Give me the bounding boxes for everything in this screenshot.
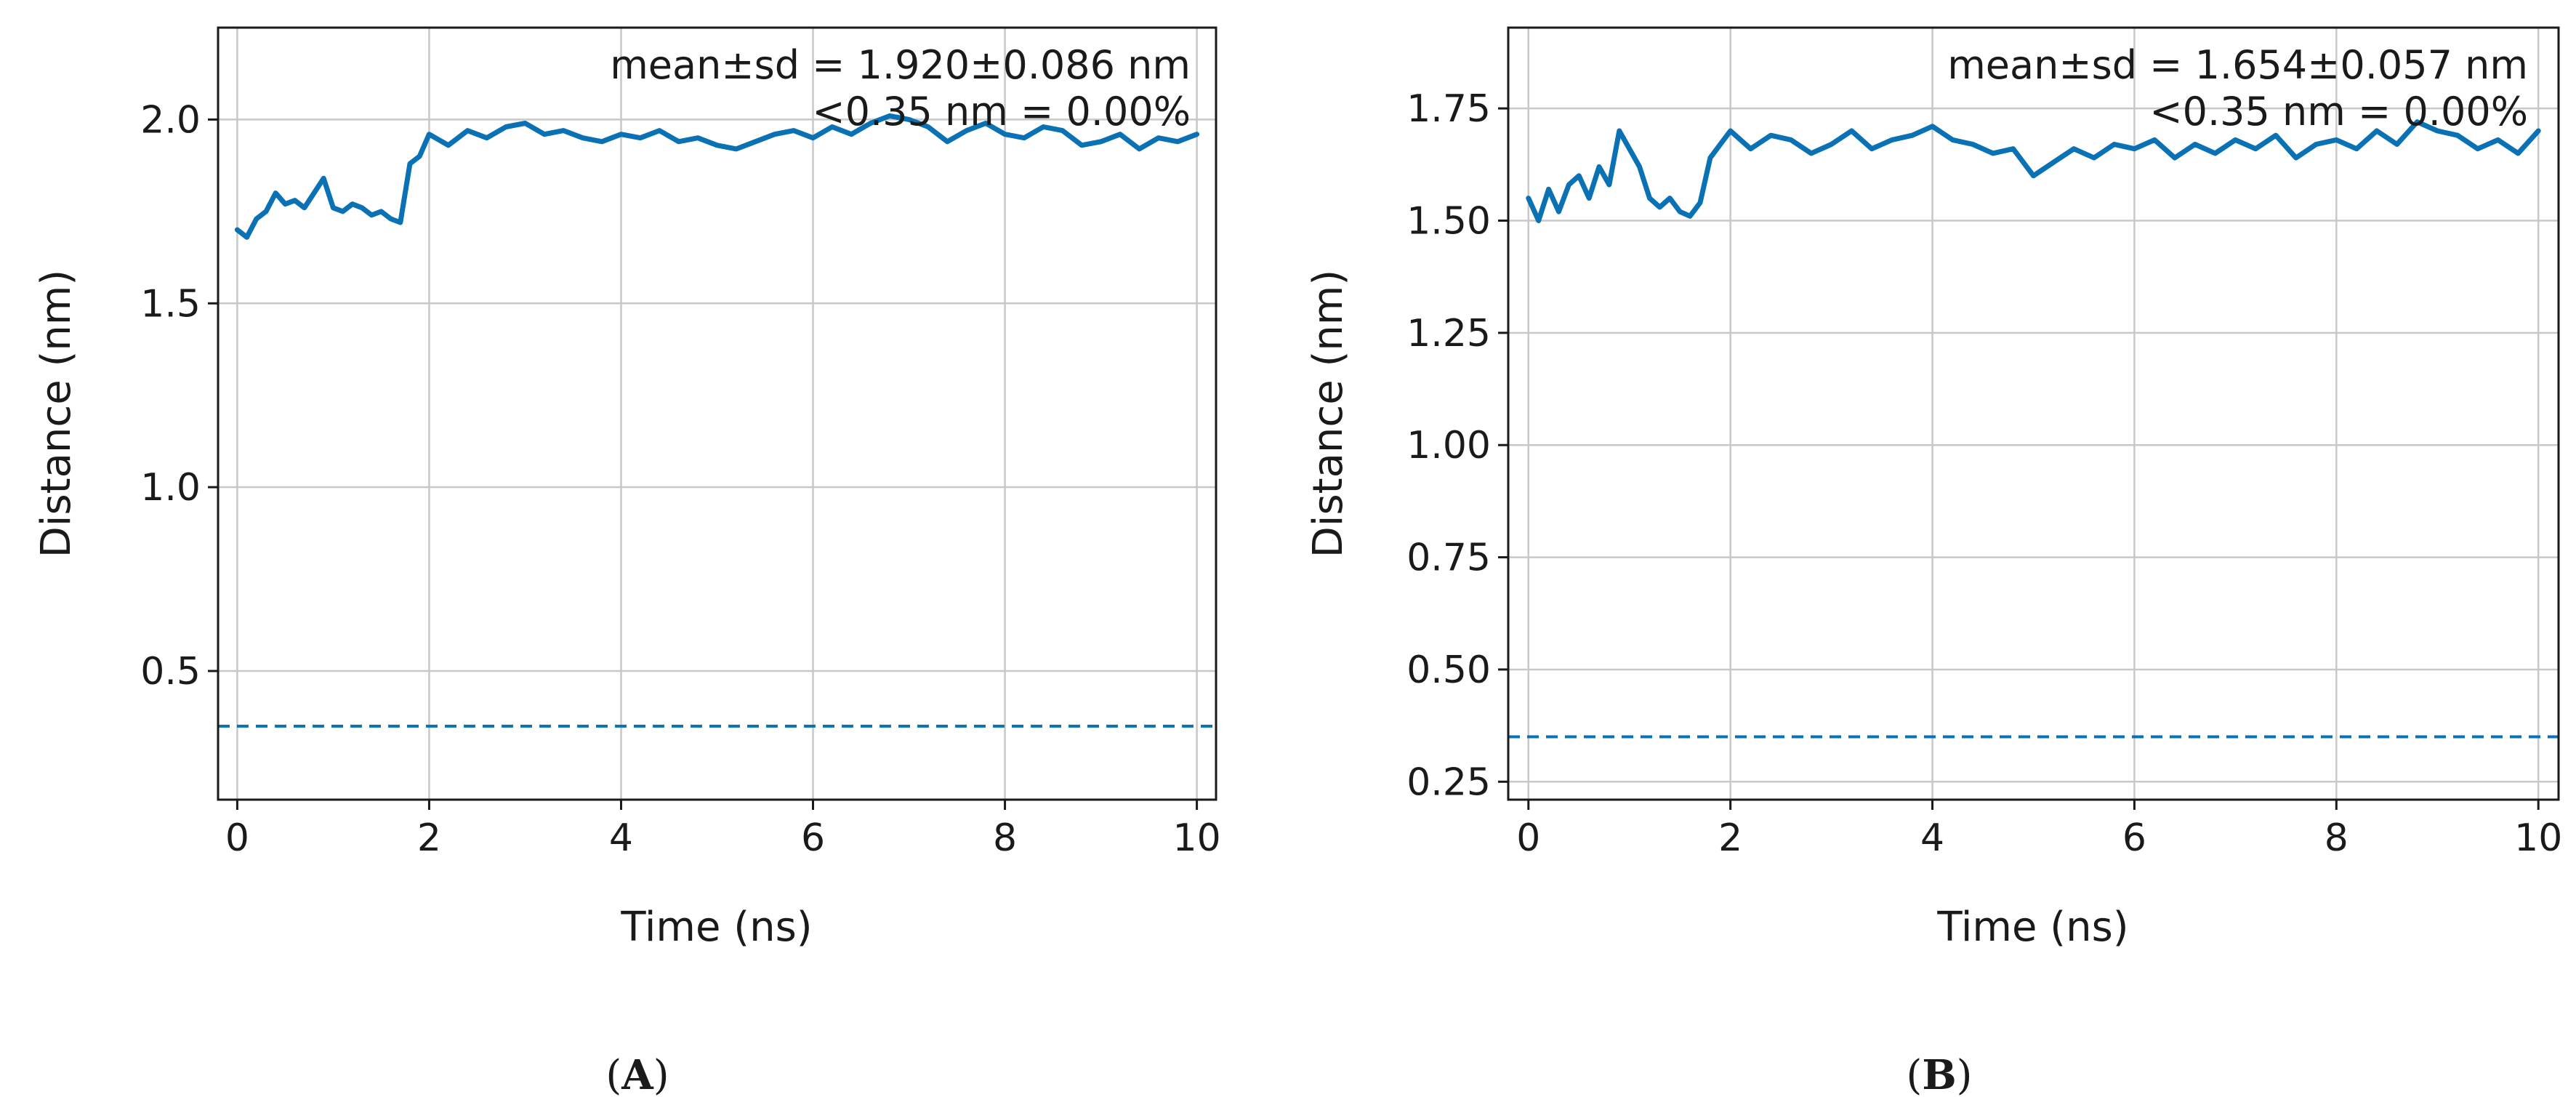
y-axis-label-b: Distance (nm): [1305, 270, 1352, 558]
panel-label-a: (A): [605, 1051, 669, 1097]
grid-a: [218, 28, 1216, 800]
x-tick-label: 2: [1718, 816, 1742, 860]
y-ticks-b: 0.25 0.50 0.75 1.00 1.25 1.50 1.75: [1406, 87, 1508, 804]
y-ticks-a: 0.5 1.0 1.5 2.0: [140, 98, 218, 694]
plot-frame-a: [217, 26, 1217, 801]
x-tick-label: 2: [417, 816, 441, 860]
panel-label-b: (B): [1906, 1051, 1972, 1097]
grid-b: [1508, 28, 2559, 800]
y-tick-label: 1.50: [1406, 200, 1491, 244]
annotation-threshold-b: <0.35 nm = 0.00%: [2149, 89, 2528, 134]
y-tick-label: 1.75: [1406, 87, 1491, 131]
chart-panel-b: 0 2 4 6 8 10 0.25 0.50 0.75 1.00 1.25 1.50 1.75 mea…: [1305, 26, 2562, 1097]
annotation-threshold-a: <0.35 nm = 0.00%: [812, 89, 1191, 134]
x-tick-label: 0: [1516, 816, 1540, 860]
plot-frame-b: [1507, 26, 2560, 801]
y-tick-label: 1.0: [140, 466, 201, 510]
x-axis-label-b: Time (ns): [1936, 904, 2128, 951]
y-tick-label: 0.75: [1406, 537, 1491, 580]
x-tick-label: 10: [2514, 816, 2562, 860]
y-tick-label: 2.0: [140, 98, 201, 142]
y-axis-label-a: Distance (nm): [33, 270, 80, 558]
annotation-mean-a: mean±sd = 1.920±0.086 nm: [610, 42, 1191, 88]
y-tick-label: 0.50: [1406, 648, 1491, 692]
chart-panel-a: 0 2 4 6 8 10 0.5 1.0 1.5 2.0 mean±sd = 1.920±0.0…: [33, 26, 1221, 1097]
x-tick-label: 8: [2325, 816, 2348, 860]
x-ticks-b: 0 2 4 6 8 10: [1516, 800, 2562, 860]
x-tick-label: 8: [993, 816, 1017, 860]
x-tick-label: 4: [1920, 816, 1944, 860]
x-tick-label: 0: [225, 816, 249, 860]
x-tick-label: 4: [609, 816, 633, 860]
y-tick-label: 1.5: [140, 282, 201, 326]
series-a: [234, 113, 1200, 240]
series-b: [1526, 119, 2541, 223]
x-axis-label-a: Time (ns): [620, 904, 812, 951]
y-tick-label: 1.25: [1406, 312, 1491, 355]
y-tick-label: 0.5: [140, 650, 201, 694]
y-tick-label: 0.25: [1406, 760, 1491, 804]
x-ticks-a: 0 2 4 6 8 10: [225, 800, 1221, 860]
distance-series-line: [234, 113, 1200, 240]
x-tick-label: 10: [1173, 816, 1221, 860]
annotation-mean-b: mean±sd = 1.654±0.057 nm: [1947, 42, 2528, 88]
y-tick-label: 1.00: [1406, 424, 1491, 467]
x-tick-label: 6: [2122, 816, 2146, 860]
distance-series-line: [1526, 119, 2541, 223]
x-tick-label: 6: [801, 816, 825, 860]
